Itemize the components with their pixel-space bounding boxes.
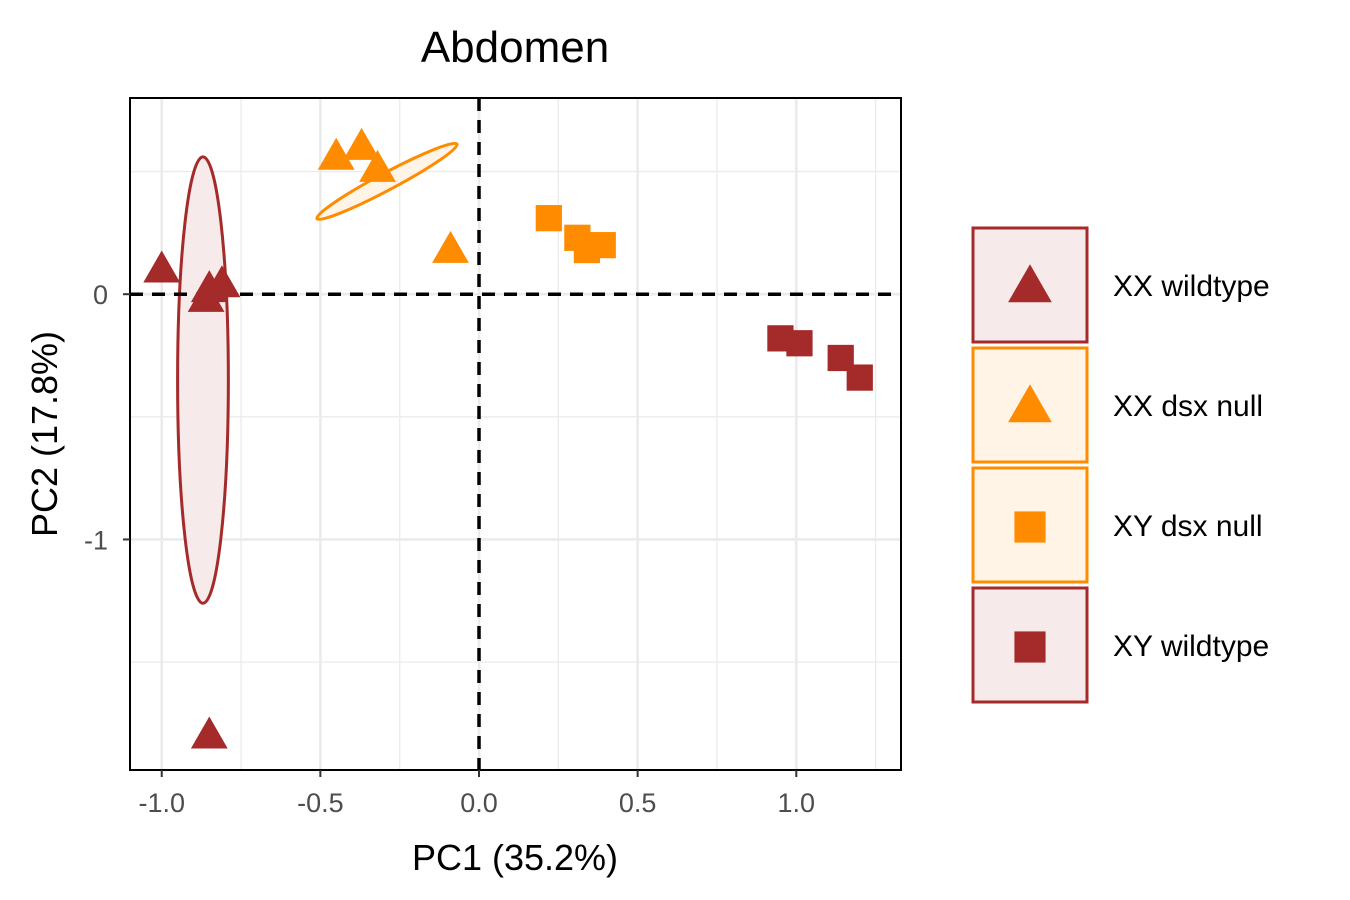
plot-panel [129,97,902,771]
x-tick-label: -0.5 [297,788,344,818]
data-point-series-2 [535,205,562,232]
x-tick-label: 0.5 [619,788,657,818]
x-axis-title: PC1 (35.2%) [412,837,618,878]
legend-label-2: XY dsx null [1113,510,1263,543]
legend: XX wildtype XX dsx null XY dsx null XY wild… [971,226,1270,704]
data-point-series-2 [589,232,616,259]
data-point-series-1 [359,149,396,182]
legend-label-3: XY wildtype [1113,630,1269,663]
legend-label-0: XX wildtype [1113,270,1270,303]
data-point-series-1 [432,230,469,263]
data-point-series-0 [143,250,181,283]
legend-marker-3 [1014,631,1046,663]
y-axis-title: PC2 (17.8%) [24,331,65,537]
legend-label-1: XX dsx null [1113,390,1263,423]
y-tick-label: -1 [84,525,108,555]
x-tick-label: -1.0 [138,788,185,818]
x-axis: -1.0 -0.5 0.0 0.5 1.0 [138,770,815,818]
y-axis: 0 -1 [84,280,130,555]
x-tick-label: 1.0 [778,788,816,818]
legend-marker-0 [1008,264,1052,303]
data-point-series-1 [343,127,380,160]
data-point-series-3 [786,330,813,357]
panel-border [129,97,902,771]
legend-marker-2 [1014,511,1046,543]
data-point-series-1 [317,137,355,170]
confidence-ellipse-0 [176,155,230,605]
reference-lines [130,98,901,770]
data-point-series-3 [846,364,873,391]
panel-background [130,98,901,770]
data-point-series-0 [190,716,228,749]
chart-title: Abdomen [421,23,609,72]
x-tick-label: 0.0 [460,788,498,818]
legend-marker-1 [1008,384,1052,423]
point-layer [143,127,873,749]
y-tick-label: 0 [93,280,108,310]
data-point-series-0 [203,265,241,298]
